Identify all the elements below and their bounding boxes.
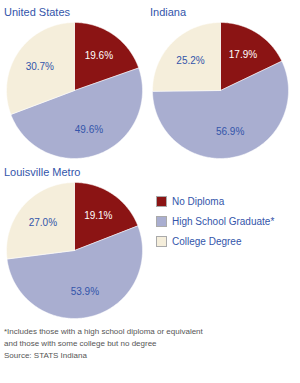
html-text:College Degree: College Degree bbox=[172, 236, 242, 247]
html-text:and those with some college bu: and those with some college but no degre… bbox=[4, 339, 157, 348]
html-text:High School Graduate*: High School Graduate* bbox=[172, 216, 275, 227]
svg-text:25.2%: 25.2% bbox=[176, 55, 204, 66]
html-text:No Diploma: No Diploma bbox=[172, 196, 225, 207]
html-text:Source: STATS Indiana: Source: STATS Indiana bbox=[4, 351, 87, 360]
svg-text:30.7%: 30.7% bbox=[26, 61, 54, 72]
html-text:Louisville Metro: Louisville Metro bbox=[4, 166, 81, 178]
svg-text:27.0%: 27.0% bbox=[29, 217, 57, 228]
svg-text:49.6%: 49.6% bbox=[75, 124, 103, 135]
svg-text:53.9%: 53.9% bbox=[71, 286, 99, 297]
html-text:Indiana: Indiana bbox=[150, 6, 187, 18]
svg-text:17.9%: 17.9% bbox=[229, 49, 257, 60]
html-text:*Includes those with a high sc: *Includes those with a high school diplo… bbox=[4, 327, 203, 336]
html-text:United States: United States bbox=[4, 6, 70, 18]
svg-text:56.9%: 56.9% bbox=[216, 126, 244, 137]
svg-text:19.1%: 19.1% bbox=[84, 210, 112, 221]
svg-text:19.6%: 19.6% bbox=[85, 50, 113, 61]
